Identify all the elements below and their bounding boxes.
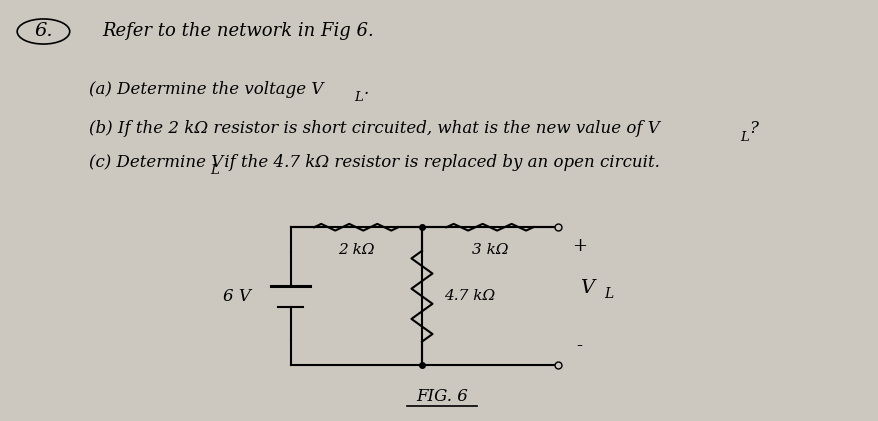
Text: 2 kΩ: 2 kΩ <box>338 243 374 257</box>
Text: (b) If the 2 kΩ resistor is short circuited, what is the new value of V: (b) If the 2 kΩ resistor is short circui… <box>89 120 659 137</box>
Text: +: + <box>572 237 587 255</box>
Text: (a) Determine the voltage V: (a) Determine the voltage V <box>89 81 323 98</box>
Text: L: L <box>210 164 219 177</box>
Text: L: L <box>739 131 748 144</box>
Text: if the 4.7 kΩ resistor is replaced by an open circuit.: if the 4.7 kΩ resistor is replaced by an… <box>219 154 658 171</box>
Text: L: L <box>354 91 363 104</box>
Text: 6 V: 6 V <box>223 288 251 305</box>
Text: .: . <box>363 81 368 98</box>
Text: (c) Determine V: (c) Determine V <box>89 154 223 171</box>
Text: 6.: 6. <box>34 21 53 40</box>
Text: 3 kΩ: 3 kΩ <box>471 243 507 257</box>
Text: L: L <box>603 287 613 301</box>
Text: FIG. 6: FIG. 6 <box>415 388 467 405</box>
Text: Refer to the network in Fig 6.: Refer to the network in Fig 6. <box>102 21 373 40</box>
Text: V: V <box>579 279 594 297</box>
Text: 4.7 kΩ: 4.7 kΩ <box>443 289 494 303</box>
Text: ?: ? <box>748 120 757 137</box>
Text: -: - <box>576 337 582 355</box>
